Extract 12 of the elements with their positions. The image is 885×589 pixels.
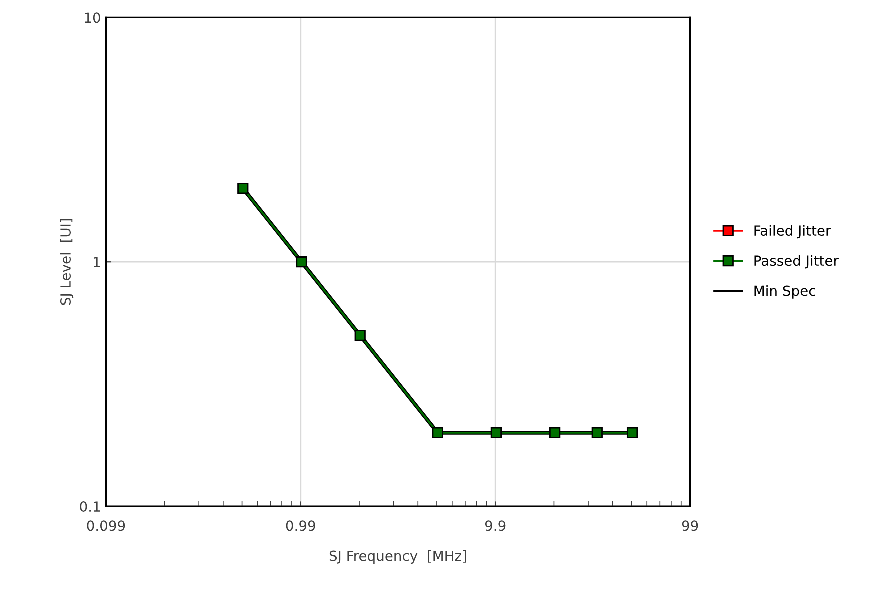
x-tick-label: 99 [682,520,698,532]
x-tick-label: 9.9 [485,520,506,532]
legend-label: Passed Jitter [754,255,839,269]
legend-label: Min Spec [754,285,816,299]
y-tick-label: 0.1 [80,502,100,512]
y-tick-label: 10 [85,12,100,24]
y-tick-label: 1 [94,257,100,268]
x-axis-title: SJ Frequency [MHz] [330,550,466,564]
x-tick-label: 0.099 [87,520,126,532]
y-axis-title: SJ Level [UI] [60,219,74,306]
legend-label: Failed Jitter [754,225,832,239]
x-tick-label: 0.99 [286,520,316,532]
